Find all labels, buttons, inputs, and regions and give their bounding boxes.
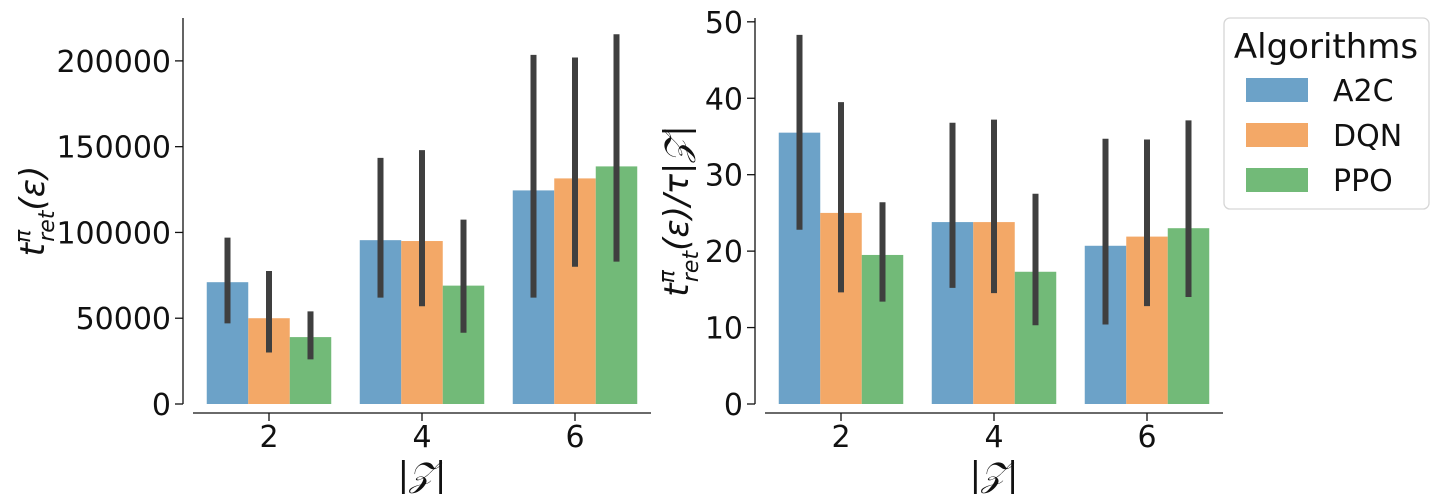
y-axis-label-subscript: ret (679, 250, 704, 283)
y-tick-label: 10 (705, 312, 743, 347)
y-axis-label-rest: (ε)/τ|𝒵| (657, 125, 697, 251)
y-tick-label: 50 (705, 6, 743, 41)
y-tick-label: 0 (152, 388, 171, 423)
legend: Algorithms A2C DQN PPO (1223, 17, 1430, 210)
y-tick-label: 50000 (76, 302, 171, 337)
y-axis-label-rest: (ε) (13, 166, 53, 211)
x-tick-label: 6 (565, 420, 584, 455)
y-tick-label: 40 (705, 82, 743, 117)
y-tick-label: 200000 (56, 45, 171, 80)
legend-frame (1223, 17, 1430, 210)
y-tick-label: 0 (724, 388, 743, 423)
y-tick-label: 150000 (56, 131, 171, 166)
legend-label-dqn: DQN (1333, 119, 1402, 154)
y-axis-label: tπret(ε)/τ|𝒵| (655, 125, 704, 296)
y-tick-label: 100000 (56, 216, 171, 251)
x-tick-label: 6 (1137, 420, 1156, 455)
y-axis-label-superscript: π (655, 269, 680, 283)
y-tick-label: 20 (705, 235, 743, 270)
legend-label-a2c: A2C (1333, 74, 1394, 109)
y-axis-label-main: t (13, 241, 53, 256)
chart-panel-right: 0 10 20 30 40 50 2 4 6 |𝒵| tπret(ε)/τ|𝒵| (655, 6, 1223, 495)
legend-title: Algorithms (1234, 27, 1418, 67)
y-axis-label-subscript: ret (35, 209, 60, 242)
x-tick-label: 2 (259, 420, 278, 455)
x-axis-label: |𝒵| (398, 455, 447, 495)
y-tick-label: 30 (705, 159, 743, 194)
legend-label-ppo: PPO (1333, 164, 1393, 199)
y-axis-label-main: t (657, 282, 697, 297)
y-axis-label-superscript: π (11, 229, 36, 243)
y-axis-label: tπret(ε) (11, 166, 60, 257)
legend-swatch-dqn (1246, 123, 1308, 147)
legend-swatch-ppo (1246, 168, 1308, 192)
x-tick-label: 2 (831, 420, 850, 455)
x-axis-label: |𝒵| (970, 455, 1019, 495)
x-tick-label: 4 (412, 420, 431, 455)
chart-panel-left: 0 50000 100000 150000 200000 2 4 6 |𝒵| tπret(ε… (11, 18, 651, 495)
legend-swatch-a2c (1246, 78, 1308, 102)
x-tick-label: 4 (984, 420, 1003, 455)
